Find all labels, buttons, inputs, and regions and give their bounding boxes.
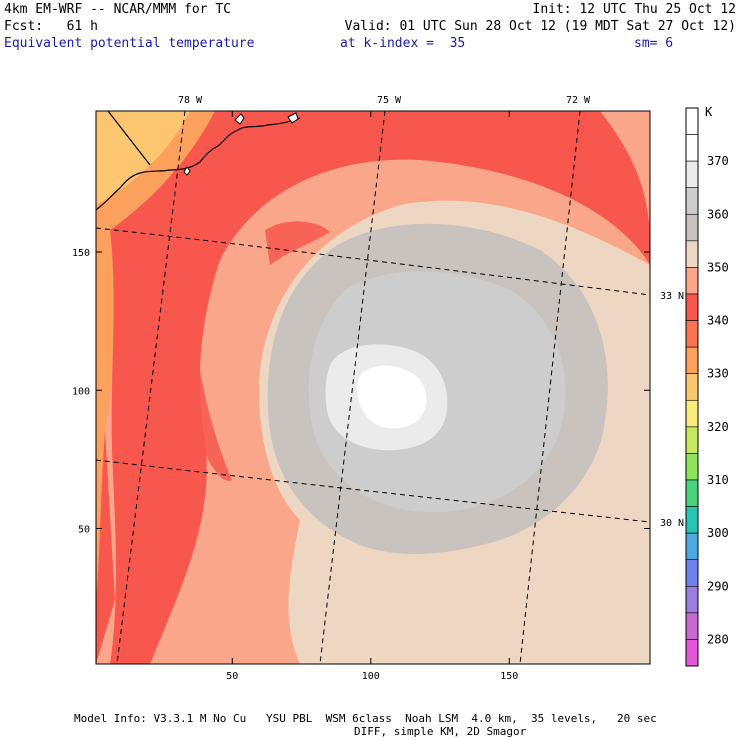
island-2 [287,112,299,124]
colorbar-swatch [685,559,699,587]
colorbar-frame [685,107,699,667]
field-band-340-edge [96,430,115,664]
colorbar-swatch [685,585,699,614]
lon-label-78w: 78 W [178,95,203,106]
meridian-75w [319,111,386,664]
k-index-label: at k-index = 35 [340,36,466,51]
colorbar-swatch [685,453,699,481]
colorbar-swatch [685,320,699,348]
colorbar-swatch [685,479,699,507]
lat-label-33n: 33 N [660,291,684,302]
parallel-33n [96,227,650,296]
colorbar-swatch [685,213,699,242]
colorbar-swatch [685,346,699,375]
colorbar-swatch [685,293,699,321]
colorbar-swatch [685,426,699,454]
colorbar: 370 360 350 340 330 320 310 300 290 280 [685,107,729,667]
field-band-340 [110,111,650,664]
colorbar-swatch [685,639,699,667]
coastline [96,111,301,211]
colorbar-swatch [685,532,699,561]
y-tick-label: 100 [72,386,90,397]
colorbar-label: 290 [707,579,729,593]
islands [183,112,299,176]
colorbar-label: 340 [707,314,729,328]
island-3 [183,166,191,176]
colorbar-label: 280 [707,632,729,646]
colorbar-label: 300 [707,526,729,540]
colorbar-label: 320 [707,420,729,434]
colorbar-label: 360 [707,207,729,221]
colorbar-swatch [685,240,699,268]
colorbar-label: 350 [707,260,729,274]
colorbar-swatch [685,187,699,215]
meridian-78w [116,111,186,664]
colorbar-label: 330 [707,367,729,381]
island-1 [234,113,245,125]
colorbar-label: 310 [707,473,729,487]
state-border [107,111,151,166]
smoothing-label: sm= 6 [634,36,674,51]
y-tick-label: 50 [78,525,90,536]
colorbar-swatch [685,107,699,135]
field-band-370 [356,365,427,429]
meridian-72w [519,111,581,664]
valid-time: Valid: 01 UTC Sun 28 Oct 12 (19 MDT Sat … [344,19,736,34]
field-name: Equivalent potential temperature [4,36,255,51]
colorbar-swatch [685,160,699,189]
colorbar-label: 370 [707,154,729,168]
colorbar-unit: K [705,105,713,119]
theta-e-field [96,111,650,664]
colorbar-swatch [685,267,699,295]
y-tick-label: 150 [72,248,90,259]
lat-label-30n: 30 N [660,518,684,529]
coastline-outline [96,117,301,211]
field-band-320 [96,111,190,205]
forecast-hour: Fcst: 61 h [4,19,98,34]
colorbar-swatch [685,506,699,534]
axis-ticks: 50 100 150 150 100 50 [72,111,650,682]
colorbar-swatch [685,399,699,428]
colorbar-swatch [685,612,699,640]
field-band-330 [96,111,215,250]
lon-label-75w: 75 W [377,95,402,106]
rainband-streak-1 [160,340,232,481]
model-info: Model Info: V3.3.1 M No Cu YSU PBL WSM 6… [74,712,657,725]
colorbar-swatch [685,134,699,162]
model-title: 4km EM-WRF -- NCAR/MMM for TC [4,2,231,17]
x-tick-label: 150 [500,671,518,682]
field-band-330-left [96,230,118,600]
init-time: Init: 12 UTC Thu 25 Oct 12 [532,2,737,17]
map-frame [95,110,651,665]
parallel-30n [96,459,650,523]
colorbar-swatch [685,373,699,401]
lon-label-72w: 72 W [566,95,591,106]
graticule [96,111,650,664]
x-tick-label: 50 [226,671,238,682]
model-diffusion: DIFF, simple KM, 2D Smagor [354,725,527,738]
x-tick-label: 100 [362,671,380,682]
rainband-streak-2 [265,221,330,265]
